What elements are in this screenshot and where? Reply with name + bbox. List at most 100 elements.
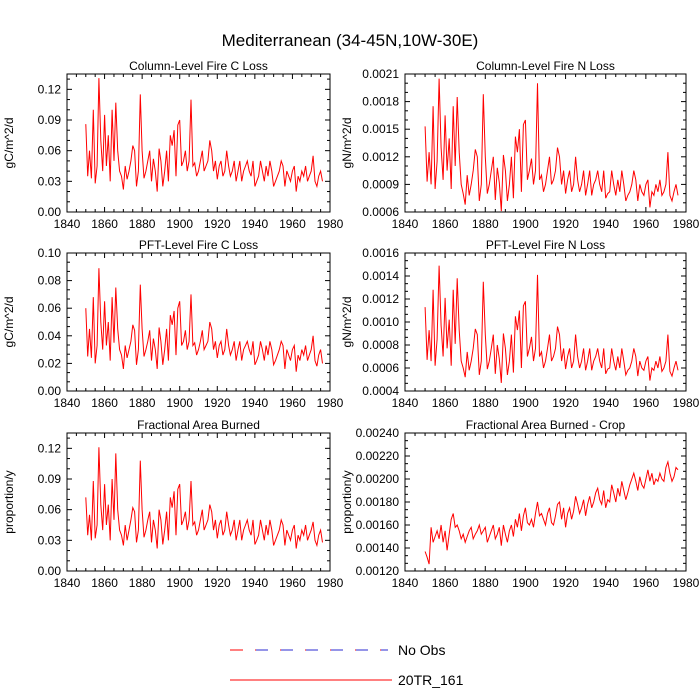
x-tick-label: 1860: [432, 396, 459, 410]
x-tick-label: 1920: [552, 217, 579, 231]
y-axis-label: proportion/y: [340, 470, 354, 533]
panel-title: Column-Level Fire C Loss: [129, 59, 268, 73]
y-tick-label: 0.0014: [362, 269, 399, 283]
chart-panel-6: Fractional Area Burned - Crop 1840 1860 188…: [340, 418, 700, 590]
y-tick-label: 0.00180: [356, 495, 400, 509]
plot-frame: [66, 432, 331, 572]
x-tick-label: 1900: [166, 576, 193, 590]
chart-panel-5: Fractional Area Burned 1840 1860 1880 1900 19…: [2, 418, 344, 590]
x-tick-label: 1960: [633, 396, 660, 410]
y-axis-label: proportion/y: [2, 470, 16, 533]
y-tick-label: 0.00200: [356, 472, 400, 486]
y-axis-label: gC/m^2/d: [2, 118, 16, 169]
x-tick-label: 1980: [673, 576, 700, 590]
series-line-20tr-161: [424, 78, 679, 212]
panels: Column-Level Fire C Loss 1840 1860 1880 1900…: [2, 59, 700, 590]
y-tick-label: 0.0012: [362, 292, 399, 306]
x-tick-label: 1920: [552, 576, 579, 590]
x-tick-label: 1860: [432, 576, 459, 590]
panel-title: Fractional Area Burned - Crop: [466, 418, 626, 432]
x-tick-label: 1880: [472, 576, 499, 590]
y-axis-label: gN/m^2/d: [340, 297, 354, 348]
x-tick-label: 1840: [392, 396, 419, 410]
y-tick-label: 0.02: [38, 356, 62, 370]
y-tick-label: 0.03: [38, 174, 62, 188]
y-axis-label: gN/m^2/d: [340, 118, 354, 169]
x-tick-label: 1880: [129, 396, 156, 410]
y-tick-label: 0.00120: [356, 564, 400, 578]
x-tick-label: 1880: [129, 217, 156, 231]
y-tick-label: 0.0004: [362, 384, 399, 398]
y-tick-label: 0.0006: [362, 205, 399, 219]
y-tick-label: 0.0010: [362, 315, 399, 329]
x-tick-label: 1840: [392, 217, 419, 231]
y-tick-label: 0.0016: [362, 246, 399, 260]
x-tick-label: 1840: [54, 217, 81, 231]
y-tick-label: 0.09: [38, 472, 62, 486]
x-tick-label: 1980: [317, 576, 344, 590]
x-tick-label: 1960: [633, 576, 660, 590]
y-tick-label: 0.03: [38, 533, 62, 547]
x-tick-label: 1920: [204, 217, 231, 231]
x-tick-label: 1940: [242, 396, 269, 410]
x-tick-label: 1980: [317, 217, 344, 231]
x-tick-label: 1880: [472, 396, 499, 410]
plot-frame: [404, 73, 687, 213]
series-line-20tr-161: [85, 268, 323, 372]
x-tick-label: 1980: [673, 217, 700, 231]
x-tick-label: 1900: [166, 396, 193, 410]
x-tick-label: 1940: [592, 396, 619, 410]
y-tick-label: 0.00: [38, 564, 62, 578]
y-tick-label: 0.00140: [356, 541, 400, 555]
y-tick-label: 0.00240: [356, 426, 400, 440]
y-tick-label: 0.0008: [362, 338, 399, 352]
figure-title: Mediterranean (34-45N,10W-30E): [222, 31, 479, 50]
x-tick-label: 1920: [552, 396, 579, 410]
y-tick-label: 0.09: [38, 113, 62, 127]
panel-title: Fractional Area Burned: [137, 418, 260, 432]
x-tick-label: 1940: [592, 576, 619, 590]
y-tick-label: 0.00220: [356, 449, 400, 463]
y-tick-label: 0.00160: [356, 518, 400, 532]
x-tick-label: 1960: [279, 396, 306, 410]
legend-20tr-label: 20TR_161: [398, 672, 464, 688]
x-tick-label: 1920: [204, 576, 231, 590]
y-tick-label: 0.0009: [362, 177, 399, 191]
series-line-20tr-161: [85, 78, 323, 192]
x-tick-label: 1900: [512, 576, 539, 590]
legend-no-obs-label: No Obs: [398, 642, 445, 658]
y-tick-label: 0.06: [38, 144, 62, 158]
x-tick-label: 1920: [204, 396, 231, 410]
y-tick-label: 0.10: [38, 246, 62, 260]
x-tick-label: 1880: [129, 576, 156, 590]
y-tick-label: 0.0015: [362, 122, 399, 136]
y-tick-label: 0.12: [38, 441, 62, 455]
chart-panel-1: Column-Level Fire C Loss 1840 1860 1880 1900…: [2, 59, 344, 231]
chart-panel-2: Column-Level Fire N Loss 1840 1860 1880 1900…: [340, 59, 700, 231]
x-tick-label: 1860: [91, 396, 118, 410]
x-tick-label: 1860: [91, 217, 118, 231]
x-tick-label: 1840: [54, 576, 81, 590]
chart-panel-3: PFT-Level Fire C Loss 1840 1860 1880 1900 192…: [2, 238, 344, 410]
x-tick-label: 1940: [242, 217, 269, 231]
panel-title: Column-Level Fire N Loss: [476, 59, 615, 73]
panel-title: PFT-Level Fire N Loss: [486, 238, 605, 252]
series-line-20tr-161: [424, 459, 679, 565]
x-tick-label: 1940: [242, 576, 269, 590]
legend: No Obs 20TR_161: [230, 642, 464, 688]
x-tick-label: 1840: [54, 396, 81, 410]
x-tick-label: 1860: [432, 217, 459, 231]
y-tick-label: 0.06: [38, 301, 62, 315]
x-tick-label: 1980: [317, 396, 344, 410]
chart-panel-4: PFT-Level Fire N Loss 1840 1860 1880 1900 192…: [340, 238, 700, 410]
x-tick-label: 1980: [673, 396, 700, 410]
y-tick-label: 0.0021: [362, 67, 399, 81]
y-tick-label: 0.12: [38, 82, 62, 96]
plot-frame: [66, 252, 331, 392]
series-line-20tr-161: [424, 265, 679, 383]
y-tick-label: 0.00: [38, 205, 62, 219]
y-tick-label: 0.0006: [362, 361, 399, 375]
x-tick-label: 1900: [512, 217, 539, 231]
x-tick-label: 1840: [392, 576, 419, 590]
